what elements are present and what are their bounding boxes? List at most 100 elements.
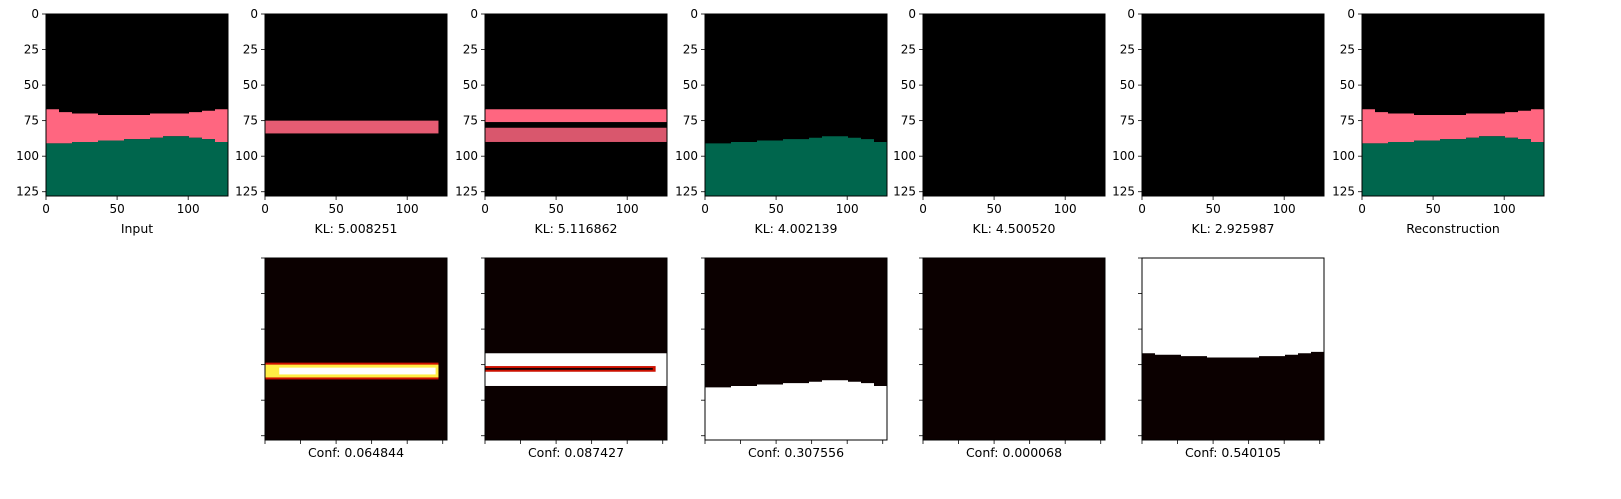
y-tick-label: 25 bbox=[463, 43, 478, 57]
panel-content bbox=[1362, 109, 1544, 196]
y-tick-label: 0 bbox=[31, 7, 39, 21]
panel-frame bbox=[1141, 13, 1325, 197]
x-tick-label: 50 bbox=[1425, 202, 1440, 216]
x-tick-label: 100 bbox=[396, 202, 419, 216]
panel-frame bbox=[45, 13, 229, 197]
y-tick-label: 25 bbox=[1120, 43, 1135, 57]
bottom-panel-0: Conf: 0.064844 bbox=[261, 257, 448, 460]
panel-label: Conf: 0.307556 bbox=[748, 445, 844, 460]
x-tick-label: 0 bbox=[701, 202, 709, 216]
y-tick-label: 0 bbox=[908, 7, 916, 21]
y-tick-label: 50 bbox=[1340, 78, 1355, 92]
panel-frame bbox=[264, 257, 448, 441]
y-tick-label: 125 bbox=[893, 185, 916, 199]
x-tick-label: 50 bbox=[768, 202, 783, 216]
y-tick-label: 25 bbox=[901, 43, 916, 57]
bottom-panel-1: Conf: 0.087427 bbox=[481, 257, 668, 460]
y-tick-label: 0 bbox=[1127, 7, 1135, 21]
panel-label: KL: 2.925987 bbox=[1192, 221, 1275, 236]
y-tick-label: 0 bbox=[250, 7, 258, 21]
panel-frame bbox=[484, 257, 668, 441]
y-tick-label: 0 bbox=[470, 7, 478, 21]
green-layer bbox=[705, 136, 887, 196]
panel-content bbox=[265, 120, 439, 134]
x-tick-label: 50 bbox=[328, 202, 343, 216]
y-tick-label: 75 bbox=[901, 114, 916, 128]
pink-band-lower bbox=[485, 127, 667, 142]
y-tick-label: 50 bbox=[1120, 78, 1135, 92]
y-tick-label: 75 bbox=[24, 114, 39, 128]
panel-label: KL: 4.500520 bbox=[973, 221, 1056, 236]
x-tick-label: 100 bbox=[1273, 202, 1296, 216]
y-tick-label: 75 bbox=[243, 114, 258, 128]
x-tick-label: 0 bbox=[261, 202, 269, 216]
panel-frame bbox=[1361, 13, 1545, 197]
panel-label: Conf: 0.540105 bbox=[1185, 445, 1281, 460]
y-tick-label: 100 bbox=[16, 149, 39, 163]
panel-label: Conf: 0.064844 bbox=[308, 445, 404, 460]
y-tick-label: 125 bbox=[16, 185, 39, 199]
y-tick-label: 100 bbox=[675, 149, 698, 163]
bottom-panel-4: Conf: 0.540105 bbox=[1138, 257, 1325, 460]
top-panel-0: 0 50 100 0 25 50 75 100 125 Input bbox=[16, 7, 229, 236]
panel-background bbox=[265, 258, 447, 440]
x-tick-label: 50 bbox=[548, 202, 563, 216]
y-tick-label: 50 bbox=[901, 78, 916, 92]
panel-label: Conf: 0.000068 bbox=[966, 445, 1062, 460]
y-tick-label: 25 bbox=[24, 43, 39, 57]
panel-label: KL: 5.116862 bbox=[535, 221, 618, 236]
top-panel-6: 0 50 100 0 25 50 75 100 125 Reconstruction bbox=[1332, 7, 1545, 236]
y-tick-label: 25 bbox=[1340, 43, 1355, 57]
top-panel-3: 0 50 100 0 25 50 75 100 125 KL: 4.002139 bbox=[675, 7, 888, 236]
heat-gap bbox=[485, 368, 653, 370]
y-tick-label: 125 bbox=[235, 185, 258, 199]
panel-frame bbox=[704, 257, 888, 441]
pink-band bbox=[265, 120, 439, 134]
panel-content bbox=[485, 109, 667, 142]
green-layer bbox=[1362, 136, 1544, 196]
panel-content bbox=[705, 136, 887, 196]
panel-frame bbox=[704, 13, 888, 197]
y-tick-label: 125 bbox=[675, 185, 698, 199]
y-tick-label: 75 bbox=[683, 114, 698, 128]
top-panel-4: 0 50 100 0 25 50 75 100 125 KL: 4.500520 bbox=[893, 7, 1106, 236]
top-panel-2: 0 50 100 0 25 50 75 100 125 KL: 5.116862 bbox=[455, 7, 668, 236]
panel-frame bbox=[484, 13, 668, 197]
y-tick-label: 100 bbox=[455, 149, 478, 163]
panel-label: KL: 5.008251 bbox=[315, 221, 398, 236]
top-panel-1: 0 50 100 0 25 50 75 100 125 KL: 5.008251 bbox=[235, 7, 448, 236]
pink-layer bbox=[1362, 109, 1544, 144]
x-tick-label: 100 bbox=[177, 202, 200, 216]
pink-layer bbox=[46, 109, 228, 144]
panel-background bbox=[923, 258, 1105, 440]
y-tick-label: 50 bbox=[463, 78, 478, 92]
panel-background bbox=[485, 258, 667, 440]
y-tick-label: 50 bbox=[243, 78, 258, 92]
y-tick-label: 25 bbox=[243, 43, 258, 57]
panel-content bbox=[705, 380, 887, 440]
y-tick-label: 75 bbox=[1340, 114, 1355, 128]
bottom-panel-2: Conf: 0.307556 bbox=[701, 257, 888, 460]
x-tick-label: 0 bbox=[919, 202, 927, 216]
x-tick-label: 50 bbox=[109, 202, 124, 216]
y-tick-label: 75 bbox=[1120, 114, 1135, 128]
y-tick-label: 100 bbox=[1332, 149, 1355, 163]
x-tick-label: 100 bbox=[1493, 202, 1516, 216]
x-tick-label: 100 bbox=[1054, 202, 1077, 216]
panel-frame bbox=[1141, 257, 1325, 441]
heat-white-region bbox=[705, 380, 887, 440]
y-tick-label: 100 bbox=[893, 149, 916, 163]
panel-content bbox=[265, 362, 439, 380]
x-tick-label: 0 bbox=[1358, 202, 1366, 216]
panel-label: Input bbox=[121, 221, 153, 236]
panel-label: Conf: 0.087427 bbox=[528, 445, 624, 460]
green-layer bbox=[46, 136, 228, 196]
x-tick-label: 0 bbox=[481, 202, 489, 216]
y-tick-label: 125 bbox=[1112, 185, 1135, 199]
panel-background bbox=[265, 14, 447, 196]
x-tick-label: 100 bbox=[836, 202, 859, 216]
x-tick-label: 100 bbox=[616, 202, 639, 216]
y-tick-label: 0 bbox=[1347, 7, 1355, 21]
heat-core bbox=[279, 367, 436, 375]
